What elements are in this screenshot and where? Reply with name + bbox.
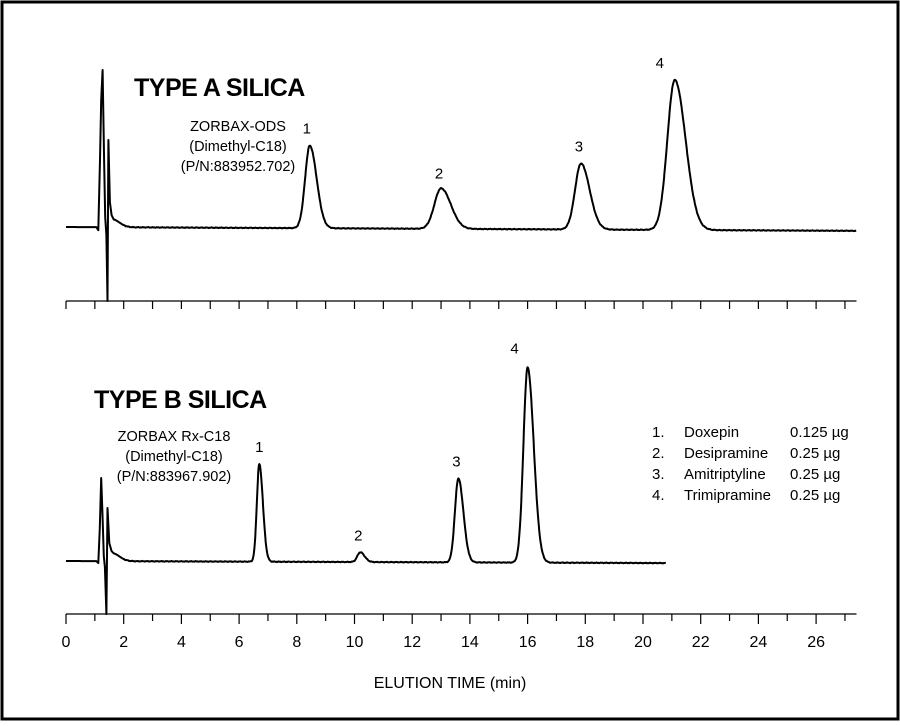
legend-item-number: 1.	[652, 424, 665, 441]
panel-a-column-line-2: (Dimethyl-C18)	[189, 139, 287, 155]
legend-item-name: Trimipramine	[684, 487, 771, 504]
legend-item-amount: 0.25 µg	[790, 487, 840, 504]
x-tick-label: 26	[807, 634, 825, 651]
panel-b-peak-label-3: 3	[452, 454, 460, 471]
x-tick-label: 2	[119, 634, 128, 651]
legend-item-amount: 0.125 µg	[790, 424, 849, 441]
peak-labels-layer: 1 2 3 4 1 2 3 4	[255, 55, 664, 544]
panel-a-title: TYPE A SILICA	[134, 74, 305, 102]
x-tick-label: 12	[403, 634, 421, 651]
panel-b-peak-label-4: 4	[510, 341, 518, 358]
x-tick-label: 18	[576, 634, 594, 651]
legend-item-name: Desipramine	[684, 445, 768, 462]
legend-item-number: 4.	[652, 487, 665, 504]
x-tick-label: 20	[634, 634, 652, 651]
panel-a-column-line-3: (P/N:883952.702)	[181, 159, 295, 175]
panel-b-chromatogram-trace	[65, 366, 667, 615]
axes-layer: 0 2 4 6 8 10 12 14 16 18 20 22 24 26	[62, 300, 857, 651]
panel-a-peak-label-2: 2	[435, 165, 443, 182]
x-tick-label: 4	[177, 634, 186, 651]
x-tick-label: 22	[692, 634, 710, 651]
x-tick-label: 0	[62, 634, 71, 651]
x-tick-label: 8	[292, 634, 301, 651]
x-tick-label: 10	[346, 634, 364, 651]
panel-b-column-line-1: ZORBAX Rx-C18	[118, 429, 231, 445]
panel-a-chromatogram-trace	[65, 69, 857, 302]
panel-b-peak-label-2: 2	[354, 527, 362, 544]
panel-b-column-line-3: (P/N:883967.902)	[117, 469, 231, 485]
x-tick-label: 14	[461, 634, 479, 651]
legend-item-name: Amitriptyline	[684, 466, 766, 483]
x-tick-label: 6	[235, 634, 244, 651]
panel-b-column-line-2: (Dimethyl-C18)	[125, 449, 223, 465]
panel-b-title: TYPE B SILICA	[94, 386, 267, 414]
legend-item-number: 2.	[652, 445, 665, 462]
legend-item-name: Doxepin	[684, 424, 739, 441]
panel-a-peak-label-4: 4	[656, 55, 664, 72]
legend-item-amount: 0.25 µg	[790, 445, 840, 462]
legend-item-number: 3.	[652, 466, 665, 483]
x-axis-title: ELUTION TIME (min)	[374, 675, 527, 692]
legend: 1. Doxepin 0.125 µg 2. Desipramine 0.25 µg 3. A…	[652, 424, 849, 504]
panel-a-peak-label-3: 3	[575, 138, 583, 155]
x-tick-label: 24	[750, 634, 768, 651]
panel-a-column-line-1: ZORBAX-ODS	[190, 119, 286, 135]
x-tick-label: 16	[519, 634, 537, 651]
panel-a-peak-label-1: 1	[303, 121, 311, 138]
panel-b-peak-label-1: 1	[255, 439, 263, 456]
traces-layer	[65, 69, 857, 615]
legend-item-amount: 0.25 µg	[790, 466, 840, 483]
